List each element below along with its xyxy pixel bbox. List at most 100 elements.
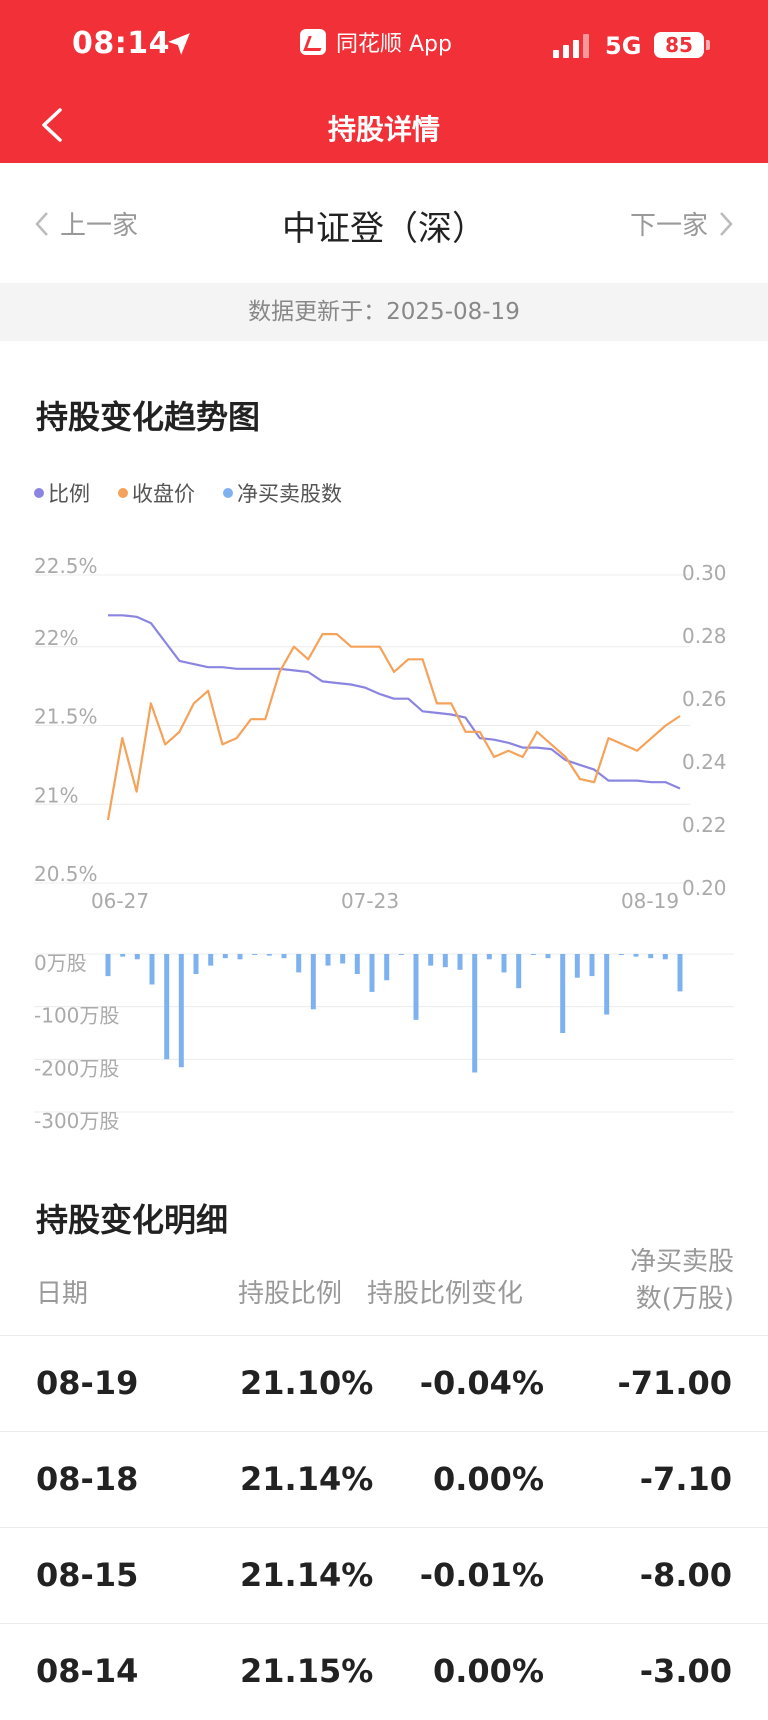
location-arrow-icon	[168, 33, 190, 55]
legend-dot	[223, 488, 233, 498]
y-right-tick-label: 0.30	[682, 561, 727, 585]
net-bar	[237, 954, 243, 960]
nav-bar: 持股详情	[0, 88, 768, 163]
legend-label: 收盘价	[132, 482, 195, 506]
header-net-line2: 数(万股)	[635, 1284, 734, 1314]
net-bar	[178, 954, 184, 1068]
net-bar	[501, 954, 507, 973]
page-title: 持股详情	[327, 113, 440, 146]
net-bar	[105, 954, 111, 977]
cell-ratio: 21.14%	[240, 1460, 374, 1498]
net-bar	[266, 954, 272, 956]
bar-y-tick-label: -100万股	[34, 1004, 119, 1028]
app-icon	[300, 29, 326, 55]
net-bar	[281, 954, 287, 959]
net-bar	[662, 954, 668, 960]
cell-net: -7.10	[639, 1460, 732, 1498]
header-ratio: 持股比例	[238, 1279, 343, 1309]
net-bar	[457, 954, 463, 970]
legend-item-price[interactable]: 收盘价	[118, 478, 195, 508]
net-bar	[413, 954, 419, 1020]
chevron-right-icon	[720, 211, 733, 236]
cell-change: 0.00%	[432, 1460, 544, 1498]
cell-ratio: 21.15%	[240, 1652, 374, 1690]
cell-date: 08-18	[36, 1460, 139, 1498]
next-label: 下一家	[629, 211, 708, 241]
legend-item-net[interactable]: 净买卖股数	[223, 478, 342, 508]
status-bar: 08:14 同花顺 App 5G 85	[0, 0, 768, 88]
cell-ratio: 21.10%	[240, 1364, 374, 1402]
holding-trend-chart[interactable]: 22.5% 22% 21.5% 21% 20.5% 0.30 0.28 0.26 0.24 0.2…	[0, 530, 768, 1140]
table-row[interactable]: 08-19 21.10% -0.04% -71.00	[0, 1335, 768, 1432]
net-bar	[530, 954, 536, 955]
signal-icon	[553, 34, 589, 58]
cell-ratio: 21.14%	[240, 1556, 374, 1594]
y-left-tick-label: 22%	[34, 626, 78, 650]
y-right-tick-label: 0.28	[682, 624, 727, 648]
legend-dot	[118, 488, 128, 498]
net-bar	[472, 954, 478, 1073]
x-tick-label: 06-27	[91, 889, 149, 913]
net-bar	[149, 954, 155, 985]
app-name: 同花顺 App	[336, 32, 452, 57]
back-to-app[interactable]: 同花顺 App	[300, 26, 452, 58]
net-bar	[648, 954, 654, 959]
y-right-tick-label: 0.26	[682, 687, 727, 711]
table-row[interactable]: 08-18 21.14% 0.00% -7.10	[0, 1431, 768, 1528]
net-bar	[398, 954, 404, 955]
header-net: 净买卖股 数(万股)	[630, 1241, 734, 1315]
next-button[interactable]: 下一家	[630, 205, 734, 242]
net-bar	[208, 954, 214, 966]
header-net-line1: 净买卖股	[629, 1247, 734, 1277]
back-arrow-icon[interactable]	[36, 102, 72, 148]
prev-button[interactable]: 上一家	[34, 205, 138, 242]
institution-switcher: 上一家 中证登（深） 下一家	[0, 163, 768, 283]
y-right-tick-label: 0.20	[682, 876, 727, 900]
net-bar	[633, 954, 639, 957]
update-info: 数据更新于：2025-08-19	[0, 283, 768, 341]
detail-section-title: 持股变化明细	[36, 1201, 229, 1239]
net-bar	[545, 954, 551, 959]
table-row[interactable]: 08-15 21.14% -0.01% -8.00	[0, 1527, 768, 1624]
cell-change: -0.04%	[419, 1364, 544, 1402]
institution-name: 中证登（深）	[282, 209, 486, 249]
net-bar	[134, 954, 140, 960]
cell-date: 08-15	[36, 1556, 139, 1594]
x-tick-label: 07-23	[341, 889, 399, 913]
net-bar	[428, 954, 434, 966]
net-bar	[604, 954, 610, 1015]
net-bar	[354, 954, 360, 974]
chart-legend: 比例 收盘价 净买卖股数	[34, 478, 370, 508]
net-bar	[618, 954, 624, 955]
battery-icon: 85	[654, 32, 704, 58]
y-left-tick-label: 22.5%	[34, 554, 98, 578]
x-tick-label: 08-19	[621, 889, 679, 913]
cell-change: -0.01%	[419, 1556, 544, 1594]
trend-section-title: 持股变化趋势图	[36, 398, 261, 436]
series-line-ratio	[108, 614, 681, 790]
header-date: 日期	[36, 1279, 89, 1309]
chevron-left-icon	[35, 211, 48, 236]
prev-label: 上一家	[60, 211, 139, 241]
cell-date: 08-19	[36, 1364, 139, 1402]
y-left-tick-label: 21.5%	[34, 705, 98, 729]
net-bar	[120, 954, 126, 957]
net-bar	[310, 954, 316, 1010]
header-ratio-change: 持股比例变化	[367, 1279, 524, 1309]
net-bar	[369, 954, 375, 992]
bar-y-tick-label: -300万股	[34, 1109, 119, 1133]
cell-net: -8.00	[639, 1556, 732, 1594]
net-bar	[442, 954, 448, 968]
net-bar	[486, 954, 492, 960]
net-bar	[516, 954, 522, 989]
legend-item-ratio[interactable]: 比例	[34, 478, 90, 508]
table-row[interactable]: 08-14 21.15% 0.00% -3.00	[0, 1623, 768, 1720]
net-bar	[296, 954, 302, 973]
status-time: 08:14	[72, 26, 170, 61]
network-type: 5G	[605, 32, 642, 60]
y-right-tick-label: 0.22	[682, 813, 727, 837]
y-left-tick-label: 20.5%	[34, 862, 98, 886]
legend-dot	[34, 488, 44, 498]
net-bar	[222, 954, 228, 959]
net-bar	[560, 954, 566, 1033]
